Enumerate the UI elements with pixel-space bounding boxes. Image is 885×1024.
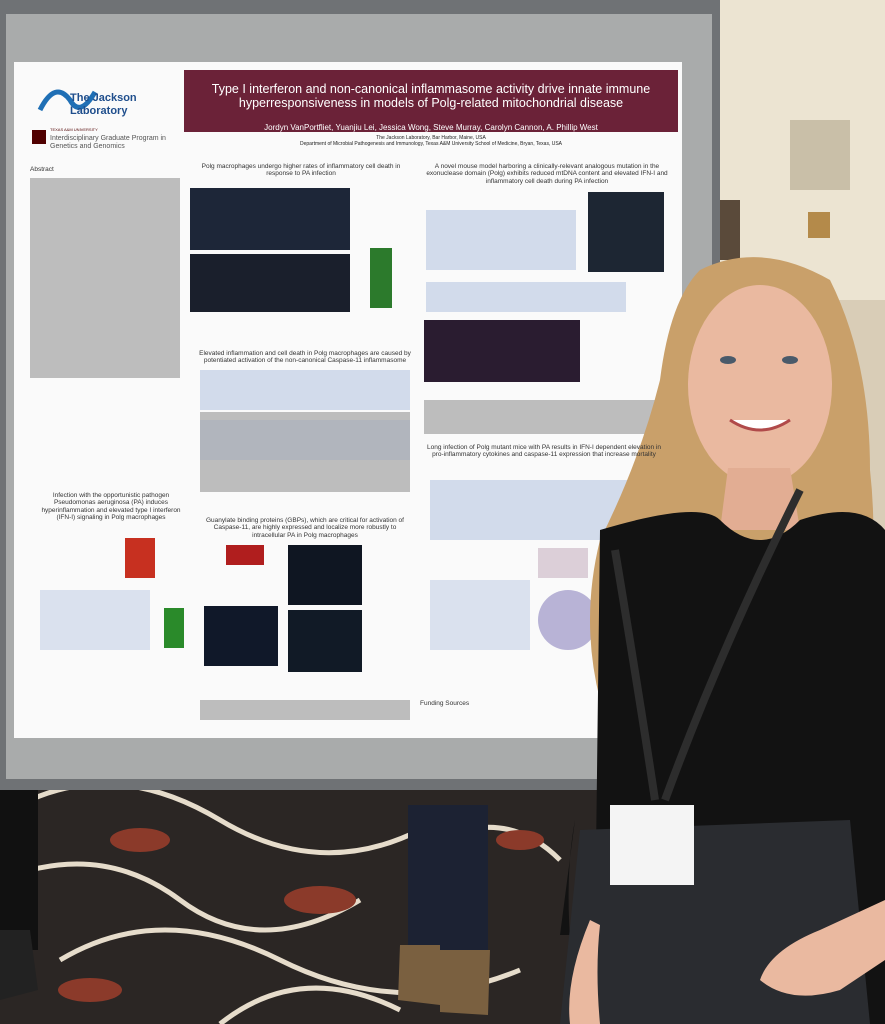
- wall-frame: [808, 212, 830, 238]
- poster-title: Type I interferon and non-canonical infl…: [211, 82, 651, 111]
- title-banner: [184, 70, 678, 132]
- section-heading: A novel mouse model harboring a clinical…: [426, 163, 668, 185]
- author: Carolyn Cannon: [484, 123, 543, 132]
- smile: [729, 418, 791, 432]
- bar-graphs: [40, 210, 630, 650]
- section-heading: Long infection of Polg mutant mice with …: [426, 444, 661, 459]
- section-heading: Infection with the opportunistic pathoge…: [41, 492, 181, 522]
- eye: [782, 356, 798, 364]
- person-legs: [0, 770, 38, 950]
- figure-panels: [125, 188, 664, 672]
- author: Jessica Wong: [379, 123, 429, 132]
- program-name: Interdisciplinary Graduate Program in Ge…: [50, 135, 166, 151]
- eye: [720, 356, 736, 364]
- text-lines: [30, 178, 664, 720]
- author: Steve Murray: [433, 123, 481, 132]
- author: A. Phillip West: [546, 123, 598, 132]
- boot: [0, 930, 38, 1000]
- ceiling-fixture: [790, 120, 850, 190]
- section-heading: Funding Sources: [420, 700, 470, 707]
- author: Jordyn VanPortfliet: [264, 123, 332, 132]
- name-badge: [610, 805, 694, 885]
- jax-name: The Jackson Laboratory: [70, 92, 137, 117]
- face: [688, 285, 832, 485]
- hand: [760, 900, 885, 996]
- shoes: [398, 945, 490, 1015]
- person-legs: [408, 805, 488, 955]
- section-heading: Elevated inflammation and cell death in …: [199, 350, 411, 365]
- tamu-logo: [32, 130, 46, 144]
- affiliation: Department of Microbial Pathogenesis and…: [299, 140, 563, 147]
- section-heading: Abstract: [30, 166, 54, 173]
- author: Yuanjiu Lei: [335, 123, 375, 132]
- jax-logo: [37, 89, 98, 112]
- section-heading: Guanylate binding proteins (GBPs), which…: [206, 517, 404, 539]
- affiliations: The Jackson Laboratory, Bar Harbor, Main…: [196, 135, 666, 148]
- authors: Jordyn VanPortfliet, Yuanjiu Lei, Jessic…: [264, 123, 598, 132]
- neck: [720, 468, 800, 530]
- tamu-name: TEXAS A&M UNIVERSITY: [50, 127, 98, 132]
- lanyard: [611, 488, 804, 802]
- section-heading: Polg macrophages undergo higher rates of…: [201, 163, 401, 178]
- affiliation: The Jackson Laboratory, Bar Harbor, Main…: [376, 135, 486, 141]
- arm: [569, 920, 600, 1024]
